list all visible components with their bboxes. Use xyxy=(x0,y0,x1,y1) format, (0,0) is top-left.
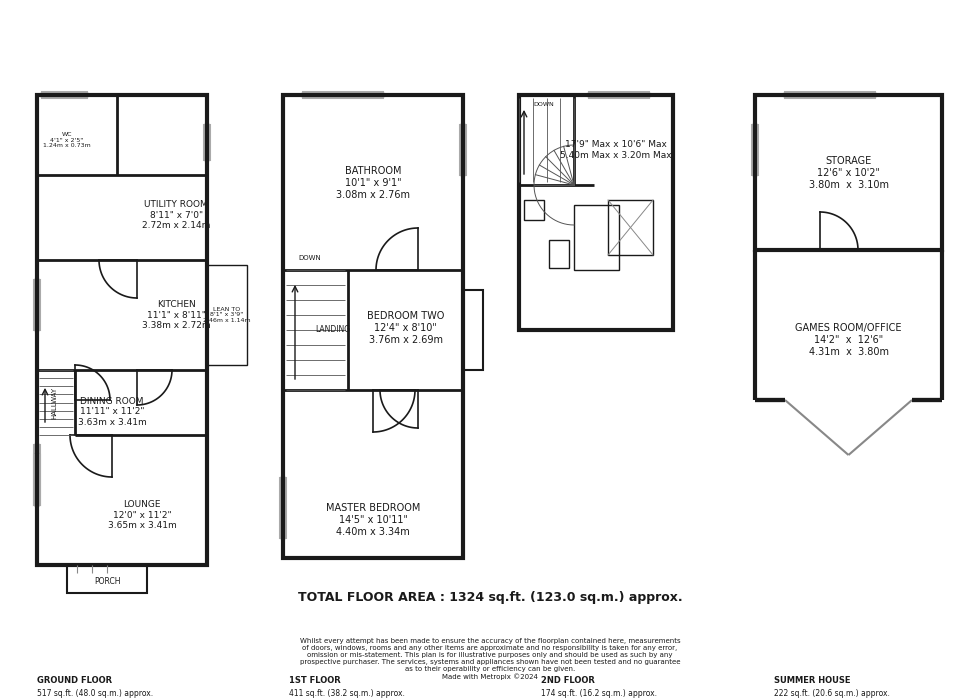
Text: Whilst every attempt has been made to ensure the accuracy of the floorplan conta: Whilst every attempt has been made to en… xyxy=(300,638,680,680)
Text: UTILITY ROOM
8'11" x 7'0"
2.72m x 2.14m: UTILITY ROOM 8'11" x 7'0" 2.72m x 2.14m xyxy=(142,200,211,230)
Text: SUMMER HOUSE: SUMMER HOUSE xyxy=(774,676,851,685)
Text: GAMES ROOM/OFFICE
14'2"  x  12'6"
4.31m  x  3.80m: GAMES ROOM/OFFICE 14'2" x 12'6" 4.31m x … xyxy=(795,323,902,357)
Bar xyxy=(519,95,673,330)
Text: 411 sq.ft. (38.2 sq.m.) approx.: 411 sq.ft. (38.2 sq.m.) approx. xyxy=(289,689,405,698)
Text: MASTER BEDROOM
14'5" x 10'11"
4.40m x 3.34m: MASTER BEDROOM 14'5" x 10'11" 4.40m x 3.… xyxy=(325,503,420,537)
Bar xyxy=(549,240,569,268)
Text: 174 sq.ft. (16.2 sq.m.) approx.: 174 sq.ft. (16.2 sq.m.) approx. xyxy=(541,689,657,698)
Bar xyxy=(283,95,463,558)
Text: BATHROOM
10'1" x 9'1"
3.08m x 2.76m: BATHROOM 10'1" x 9'1" 3.08m x 2.76m xyxy=(336,166,410,200)
Text: LOUNGE
12'0" x 11'2"
3.65m x 3.41m: LOUNGE 12'0" x 11'2" 3.65m x 3.41m xyxy=(108,500,176,530)
Bar xyxy=(67,565,147,593)
Text: 517 sq.ft. (48.0 sq.m.) approx.: 517 sq.ft. (48.0 sq.m.) approx. xyxy=(37,689,153,698)
Text: TOTAL FLOOR AREA : 1324 sq.ft. (123.0 sq.m.) approx.: TOTAL FLOOR AREA : 1324 sq.ft. (123.0 sq… xyxy=(298,591,682,604)
Text: DOWN: DOWN xyxy=(298,255,320,261)
Text: PORCH: PORCH xyxy=(94,577,121,586)
Text: BEDROOM TWO
12'4" x 8'10"
3.76m x 2.69m: BEDROOM TWO 12'4" x 8'10" 3.76m x 2.69m xyxy=(367,311,444,345)
Bar xyxy=(207,265,247,365)
Text: 2ND FLOOR: 2ND FLOOR xyxy=(541,676,595,685)
Text: STORAGE
12'6" x 10'2"
3.80m  x  3.10m: STORAGE 12'6" x 10'2" 3.80m x 3.10m xyxy=(808,156,889,190)
Bar xyxy=(463,290,483,370)
Text: LANDING: LANDING xyxy=(316,325,351,334)
Text: HALLWAY: HALLWAY xyxy=(51,387,57,419)
Text: 222 sq.ft. (20.6 sq.m.) approx.: 222 sq.ft. (20.6 sq.m.) approx. xyxy=(774,689,890,698)
Text: 17'9" Max x 10'6" Max
5.40m Max x 3.20m Max: 17'9" Max x 10'6" Max 5.40m Max x 3.20m … xyxy=(561,140,672,160)
Text: DOWN: DOWN xyxy=(534,103,555,107)
Text: DINING ROOM
11'11" x 11'2"
3.63m x 3.41m: DINING ROOM 11'11" x 11'2" 3.63m x 3.41m xyxy=(77,397,146,427)
Text: 1ST FLOOR: 1ST FLOOR xyxy=(289,676,341,685)
Bar xyxy=(574,205,619,270)
Bar xyxy=(524,200,544,220)
Bar xyxy=(37,95,207,565)
Text: GROUND FLOOR: GROUND FLOOR xyxy=(37,676,113,685)
Text: KITCHEN
11'1" x 8'11"
3.38m x 2.72m: KITCHEN 11'1" x 8'11" 3.38m x 2.72m xyxy=(142,300,211,330)
Bar xyxy=(608,200,653,255)
Text: WC
4'1" x 2'5"
1.24m x 0.73m: WC 4'1" x 2'5" 1.24m x 0.73m xyxy=(43,132,91,148)
Bar xyxy=(755,95,942,250)
Text: LEAN TO
8'1" x 3'9"
2.46m x 1.14m: LEAN TO 8'1" x 3'9" 2.46m x 1.14m xyxy=(203,306,251,323)
